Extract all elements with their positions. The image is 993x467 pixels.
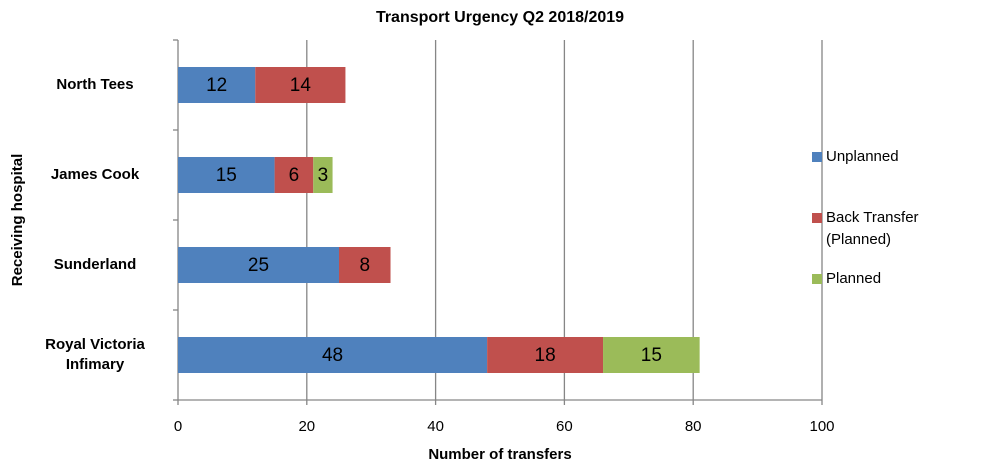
y-tick-label: Sunderland bbox=[53, 256, 137, 273]
data-label: 18 bbox=[535, 345, 556, 366]
data-label: 25 bbox=[248, 255, 269, 276]
data-label: 8 bbox=[359, 255, 370, 276]
data-label: 12 bbox=[206, 75, 227, 96]
bar-segment bbox=[603, 337, 700, 373]
legend-label: Back Transfer (Planned) bbox=[826, 209, 919, 248]
bar-segment bbox=[178, 157, 275, 193]
x-tick-label: 40 bbox=[427, 418, 444, 435]
x-axis-label: Number of transfers bbox=[428, 446, 571, 463]
y-tick-label: James Cook bbox=[50, 166, 140, 183]
legend-label: Unplanned bbox=[826, 148, 899, 165]
data-label: 48 bbox=[322, 345, 343, 366]
bar-segment bbox=[487, 337, 604, 373]
bar-segment bbox=[274, 157, 314, 193]
bar-segment bbox=[313, 157, 333, 193]
legend-label: Planned bbox=[826, 270, 882, 287]
bar-segment bbox=[178, 247, 339, 283]
x-tick-label: 100 bbox=[809, 418, 834, 435]
y-axis-label: Receiving hospital bbox=[9, 154, 26, 287]
chart-title: Transport Urgency Q2 2018/2019 bbox=[376, 9, 624, 26]
data-label: 15 bbox=[216, 165, 237, 186]
bar-segment bbox=[255, 67, 346, 103]
data-label: 3 bbox=[318, 165, 329, 186]
legend-swatch bbox=[812, 152, 822, 162]
x-tick-label: 0 bbox=[174, 418, 182, 435]
data-label: 6 bbox=[289, 165, 300, 186]
data-label: 14 bbox=[290, 75, 312, 96]
y-tick-label: Royal Victoria Infimary bbox=[45, 336, 145, 373]
y-tick-label: North Tees bbox=[56, 76, 134, 93]
x-tick-label: 60 bbox=[556, 418, 573, 435]
bar-segment bbox=[339, 247, 391, 283]
x-tick-label: 80 bbox=[685, 418, 702, 435]
legend-swatch bbox=[812, 213, 822, 223]
bar-segment bbox=[178, 337, 488, 373]
data-label: 15 bbox=[641, 345, 662, 366]
legend-swatch bbox=[812, 274, 822, 284]
bar-segment bbox=[178, 67, 256, 103]
x-tick-label: 20 bbox=[298, 418, 315, 435]
